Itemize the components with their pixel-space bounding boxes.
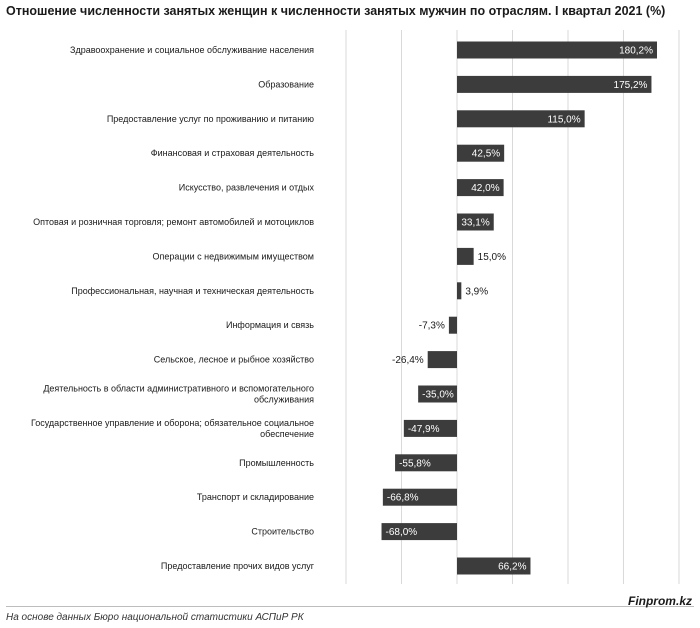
bar [395,454,457,472]
bar [381,523,457,541]
category-label: Образование [258,79,314,89]
footer-divider [6,606,694,607]
bar [427,351,457,369]
category-label: Сельское, лесное и рыбное хозяйство [154,355,314,365]
category-label: Оптовая и розничная торговля; ремонт авт… [33,217,314,227]
bar [448,316,457,334]
bar [457,282,462,300]
bar [403,419,457,437]
bar [457,213,494,231]
value-label: 115,0% [547,114,580,125]
value-label: -68,0% [386,527,418,538]
bar [457,247,474,265]
value-label: -66,8% [387,493,419,504]
category-label: Промышленность [239,458,314,468]
bar [457,144,505,162]
value-label: -47,9% [408,424,440,435]
category-label: Деятельность в области административного… [43,384,314,405]
category-label: Операции с недвижимым имуществом [153,251,314,261]
value-label: -35,0% [422,390,454,401]
value-label-layer: 180,2% 175,2% 115,0% 42,5% 42,0% 33,1% 15,0% 3,… [386,46,654,573]
value-label: -55,8% [399,458,431,469]
category-label: Информация и связь [226,320,314,330]
value-label: 175,2% [614,80,648,91]
value-label: 15,0% [478,252,506,263]
category-label: Предоставление услуг по проживанию и пит… [107,114,314,124]
source-note: На основе данных Бюро национальной стати… [6,612,304,623]
value-label: -26,4% [392,355,424,366]
value-label: 42,5% [472,149,500,160]
bar [457,75,652,93]
value-label: 33,1% [461,218,489,229]
bar [457,179,504,197]
bar [457,110,585,128]
bar-layer [381,41,657,575]
brand-logo-text: Finprom.kz [627,594,692,608]
chart-title: Отношение численности занятых женщин к ч… [6,4,666,18]
value-label: 180,2% [619,46,653,57]
category-label: Транспорт и складирование [197,492,314,502]
bar [457,41,657,59]
category-label: Здравоохранение и социальное обслуживани… [70,45,314,55]
value-label: 3,9% [465,286,488,297]
category-label-layer: Здравоохранение и социальное обслуживани… [31,45,315,571]
bar [457,557,531,575]
category-label: Государственное управление и оборона; об… [31,418,314,439]
value-label: 66,2% [498,562,526,573]
category-label: Строительство [251,527,314,537]
bar [382,488,457,506]
bar [418,385,457,403]
category-label: Профессиональная, научная и техническая … [71,286,314,296]
value-label: 42,0% [471,183,499,194]
value-label: -7,3% [419,321,445,332]
category-label: Искусство, развлечения и отдых [179,183,315,193]
category-label: Предоставление прочих видов услуг [161,561,315,571]
category-label: Финансовая и страховая деятельность [151,148,315,158]
